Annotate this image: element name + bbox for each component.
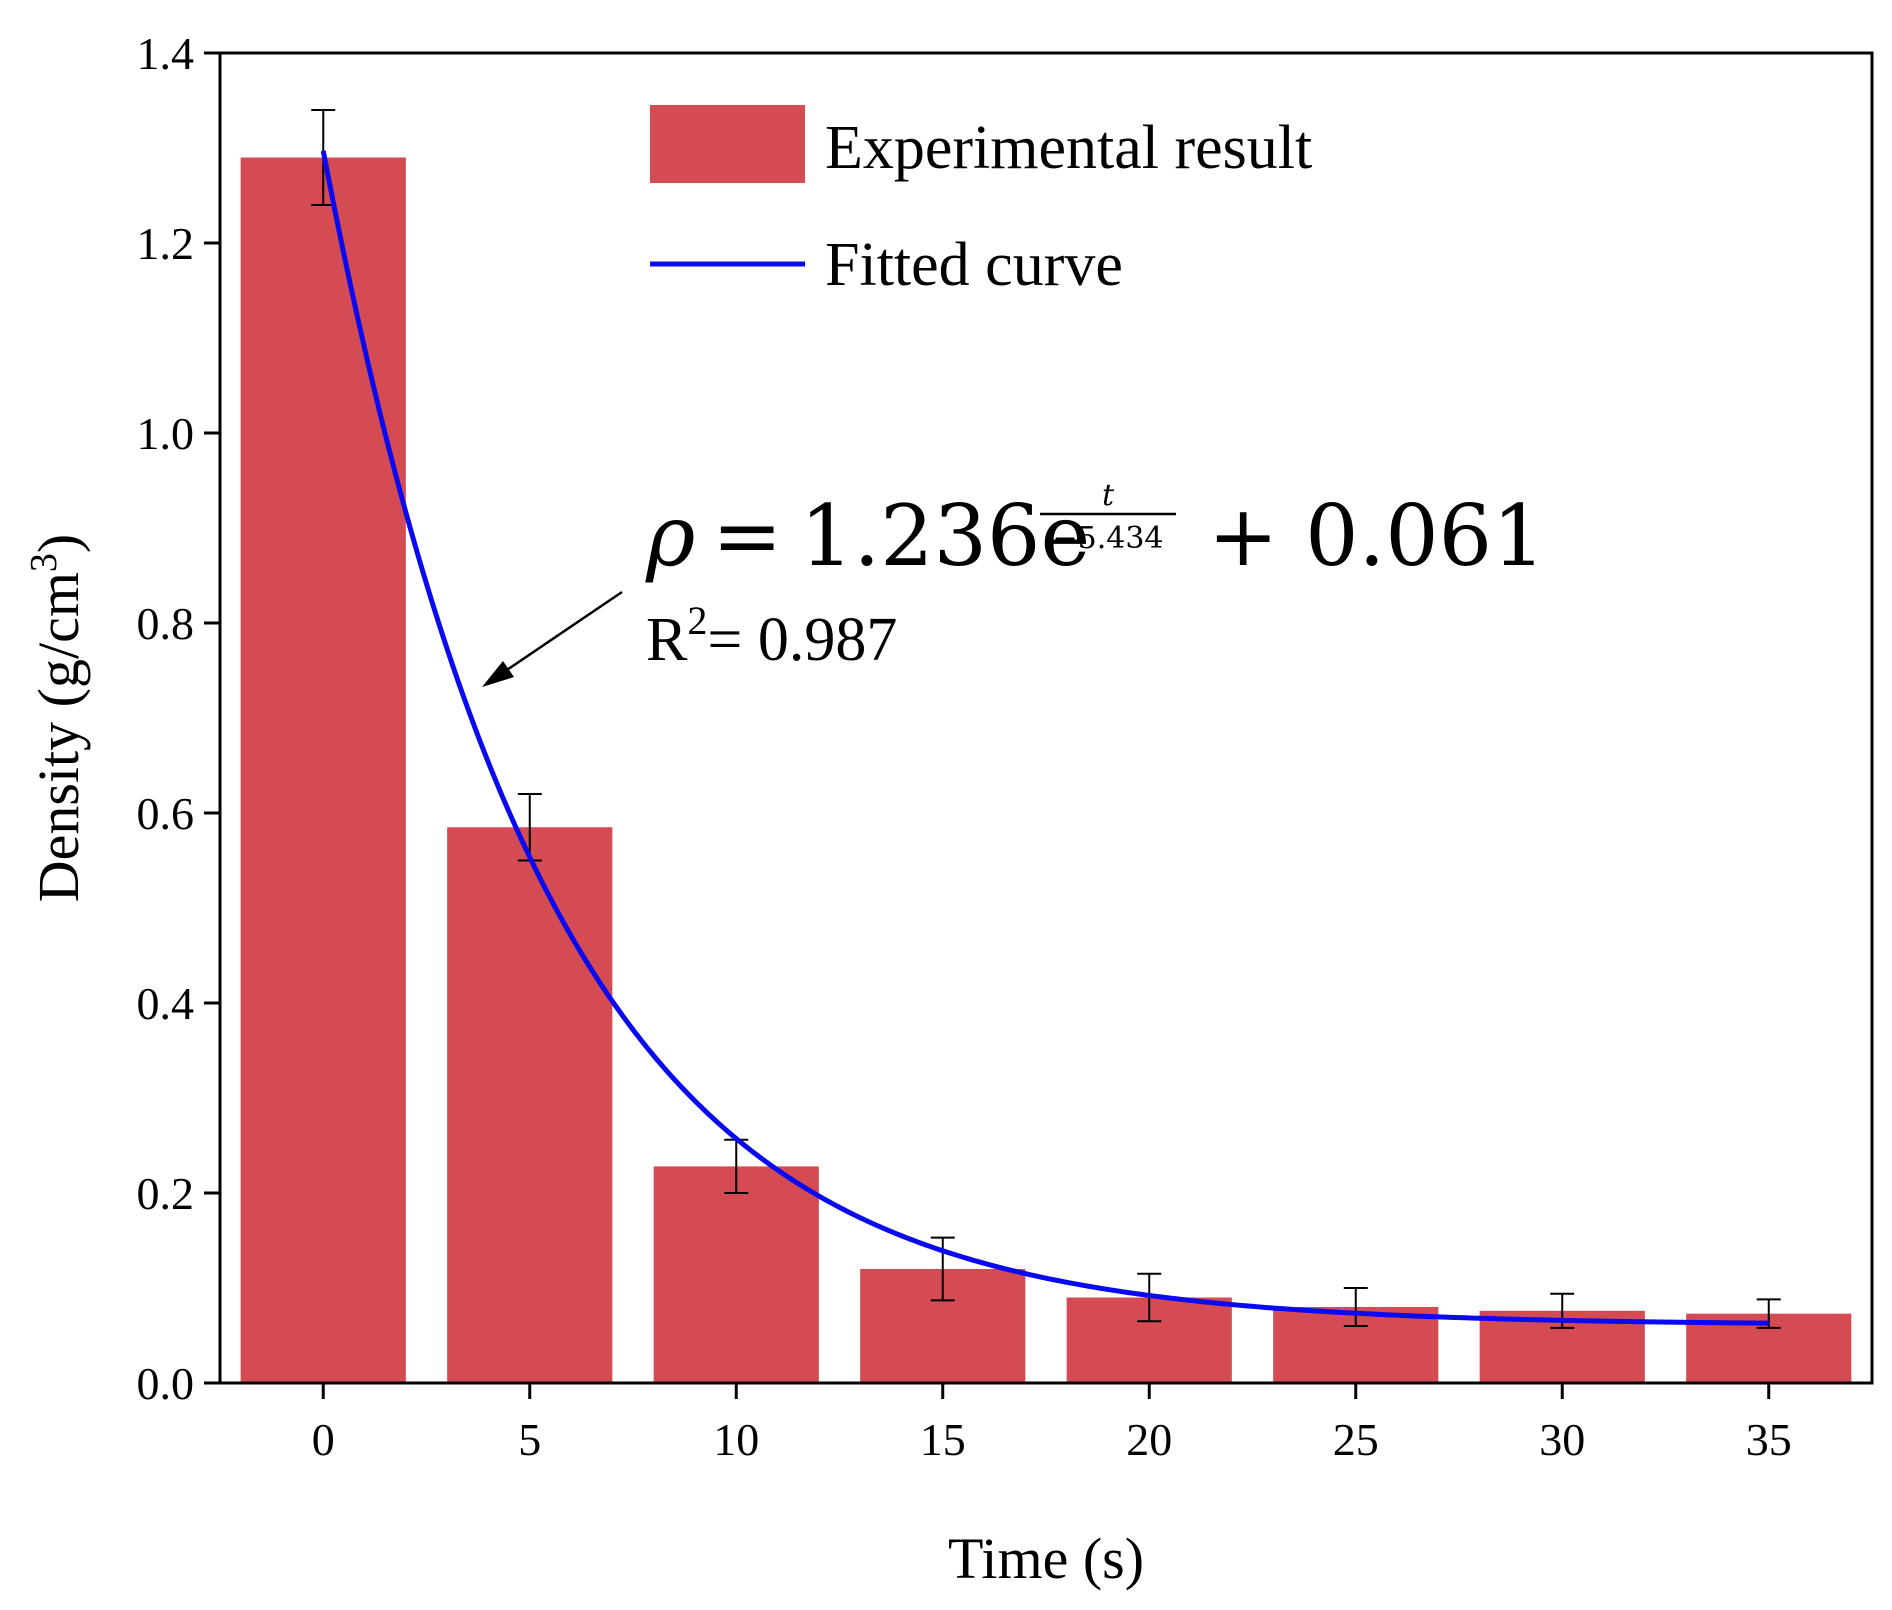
legend-swatch-experimental <box>650 105 805 183</box>
y-tick-label: 1.0 <box>137 408 195 459</box>
equation-exponent-denominator: −5.434 <box>1052 521 1163 556</box>
y-axis-title: Density (g/cm3) <box>23 534 91 903</box>
r-squared-value: = 0.987 <box>707 606 897 674</box>
annotation-arrow-head <box>482 661 514 687</box>
y-tick-label: 0.2 <box>137 1168 195 1219</box>
y-tick-label: 0.6 <box>137 788 195 839</box>
x-tick-label: 0 <box>312 1414 335 1465</box>
y-axis-title-superscript: 3 <box>23 553 65 572</box>
legend-label-experimental: Experimental result <box>825 114 1312 182</box>
annotation-arrow-shaft <box>497 590 623 678</box>
x-tick-label: 35 <box>1746 1414 1792 1465</box>
y-axis: 0.0 0.2 0.4 0.6 0.8 1.0 1.2 1.4 <box>137 28 220 1409</box>
x-tick-label: 5 <box>518 1414 541 1465</box>
x-tick-label: 25 <box>1333 1414 1379 1465</box>
x-tick-label: 10 <box>713 1414 759 1465</box>
r-squared-label: R2= 0.987 <box>646 598 897 674</box>
r-squared-prefix: R <box>646 606 688 674</box>
y-tick-label: 1.2 <box>137 218 195 269</box>
error-bar-25 <box>1343 1287 1368 1327</box>
y-tick-label: 0.8 <box>137 598 195 649</box>
x-tick-label: 15 <box>920 1414 966 1465</box>
y-tick-label: 0.0 <box>137 1358 195 1409</box>
equation-tail: + 0.061 <box>1208 487 1546 585</box>
bars-layer <box>240 157 1852 1383</box>
plot-frame <box>218 51 1874 1385</box>
r-squared-superscript: 2 <box>687 598 707 643</box>
x-axis: 0 5 10 15 20 25 30 35 <box>312 1383 1792 1465</box>
error-bars-layer <box>311 109 1781 1329</box>
bar-5 <box>447 827 613 1383</box>
equation-exponent-numerator: t <box>1102 478 1115 513</box>
y-axis-title-main: Density (g/cm <box>26 572 91 902</box>
y-tick-label: 0.4 <box>137 978 195 1029</box>
legend: Experimental result Fitted curve <box>650 105 1312 299</box>
x-tick-label: 30 <box>1539 1414 1585 1465</box>
y-tick-label: 1.4 <box>137 28 195 79</box>
x-axis-title: Time (s) <box>948 1526 1144 1591</box>
error-bar-15 <box>930 1236 955 1302</box>
equation-rho: ρ <box>645 487 695 585</box>
bar-0 <box>240 157 406 1383</box>
fit-equation-annotation: ρ = 1.236e t −5.434 + 0.061 R2= 0.987 <box>482 478 1546 687</box>
equation-coefficient: 1.236e <box>800 487 1090 585</box>
y-axis-title-close: ) <box>26 534 91 553</box>
bar-10 <box>653 1166 819 1383</box>
x-tick-label: 20 <box>1126 1414 1172 1465</box>
legend-label-fitted: Fitted curve <box>825 231 1123 299</box>
equation-equals: = <box>712 487 782 585</box>
fitted-curve-line <box>320 150 1769 1326</box>
